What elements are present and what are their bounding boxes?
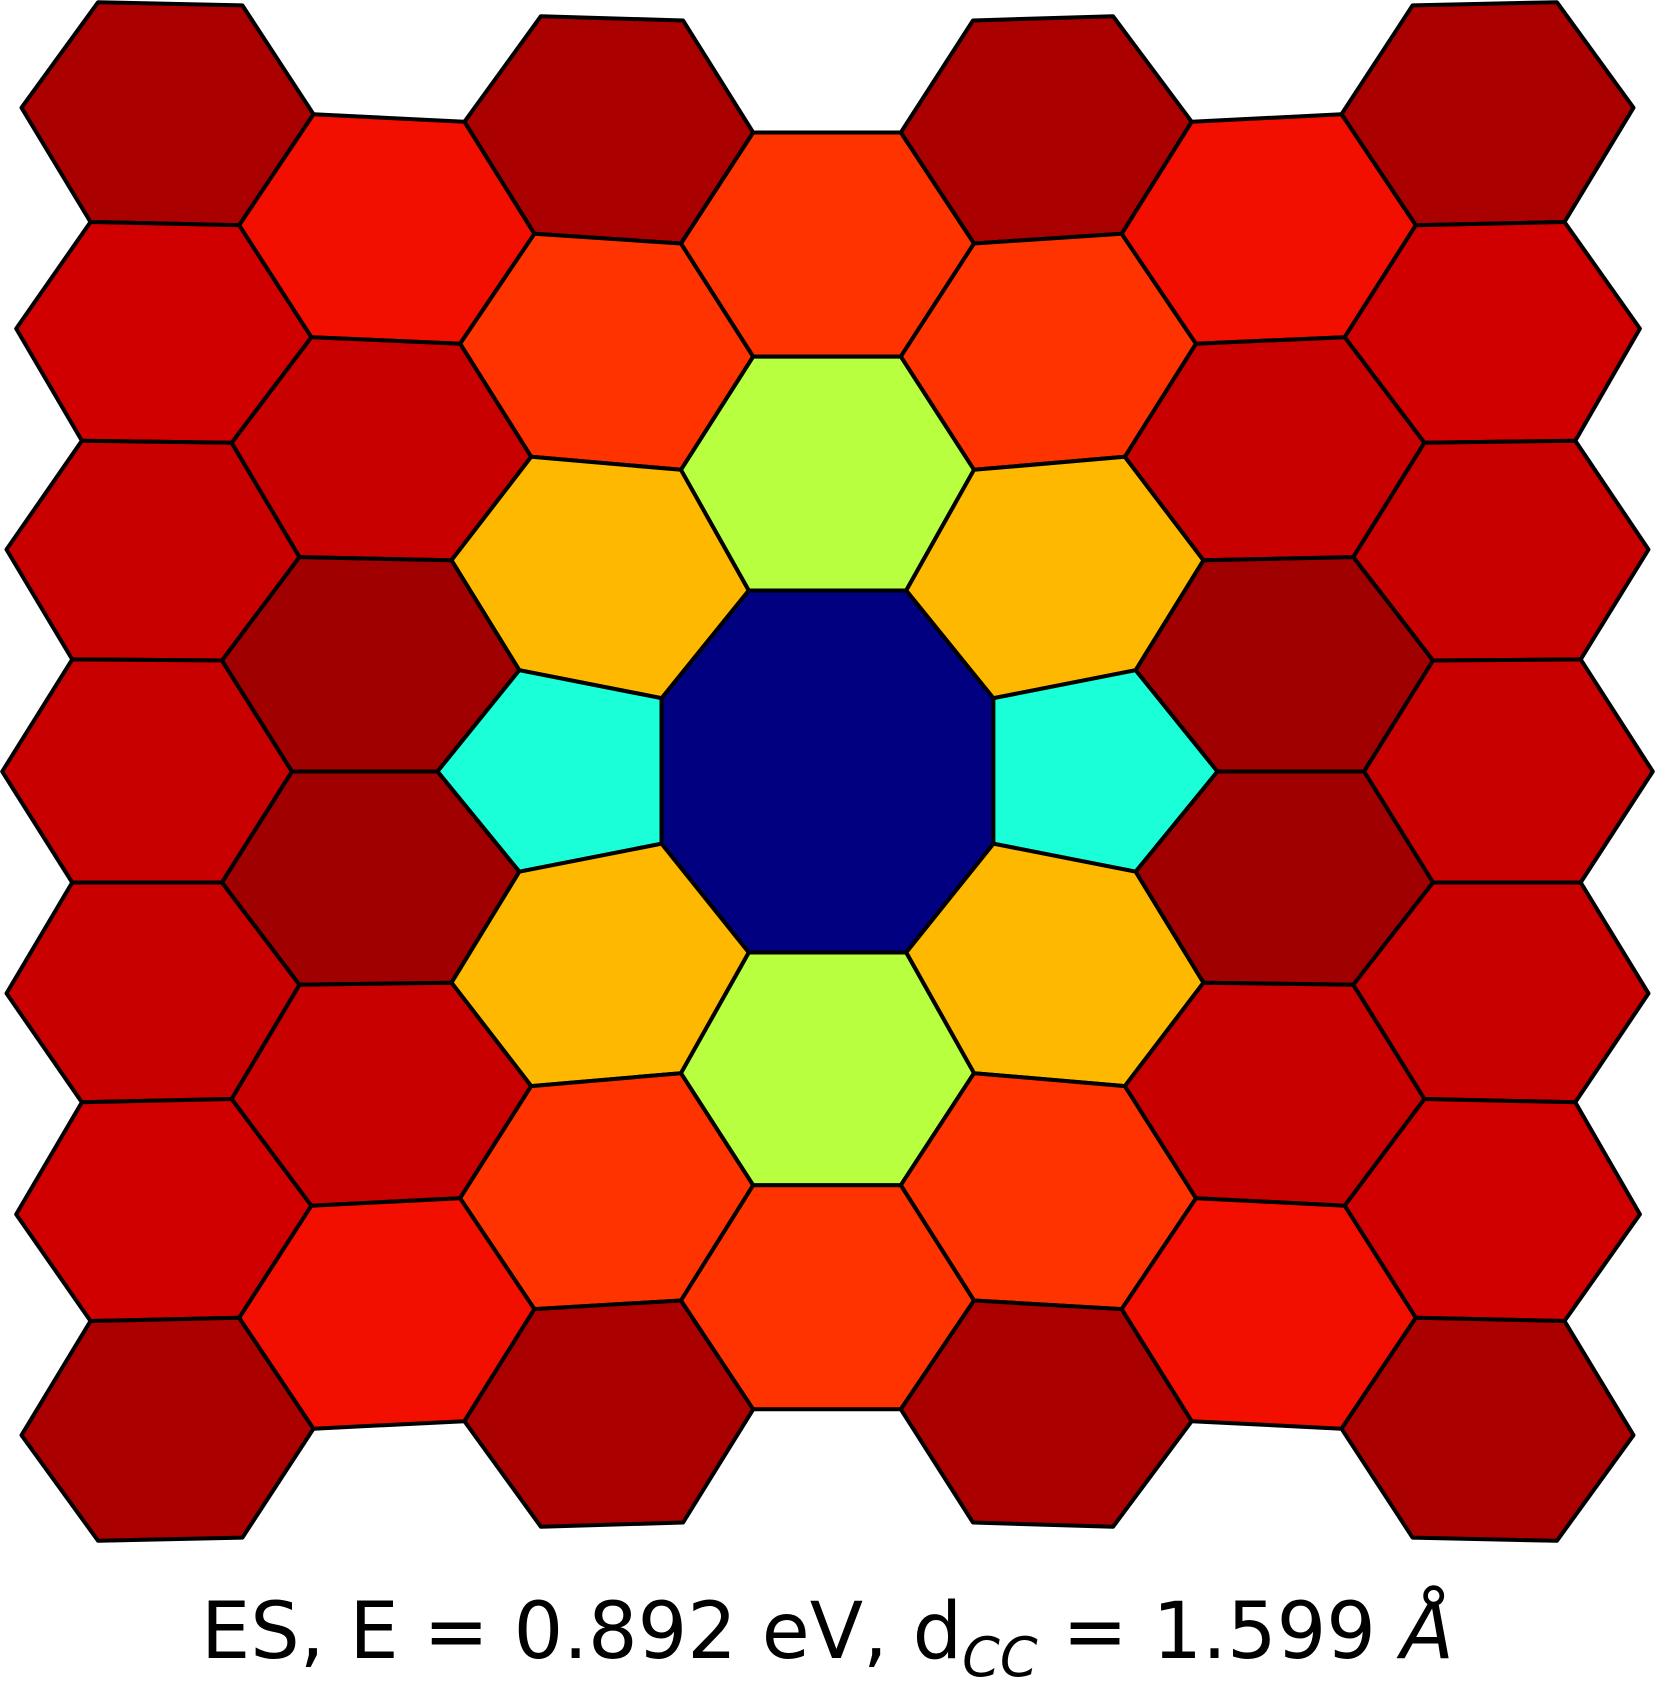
caption-subscript: CC — [962, 1626, 1038, 1689]
caption-prefix: ES, E = 0.892 eV, d — [201, 1587, 963, 1677]
hex-r7-c7 — [1339, 1315, 1636, 1543]
caption-unit: Å — [1400, 1587, 1454, 1677]
octagon-center — [659, 588, 996, 955]
caption: ES, E = 0.892 eV, dCC = 1.599 Å — [0, 1582, 1655, 1689]
caption-middle: = 1.599 — [1037, 1587, 1401, 1677]
